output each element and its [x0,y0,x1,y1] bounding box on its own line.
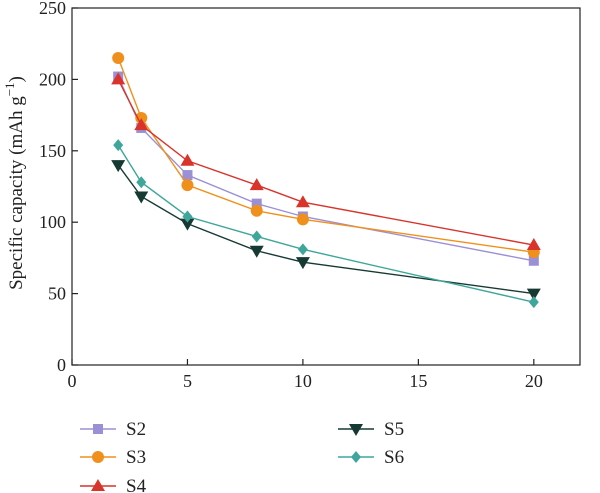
legend-label: S6 [384,447,404,468]
legend-label: S3 [126,447,146,468]
data-point-s4 [111,72,126,85]
series-s4 [111,72,541,251]
legend-marker [92,451,104,463]
y-tick-label: 200 [39,69,66,89]
y-axis-label-superscript: −1 [2,82,17,96]
legend-label: S5 [384,419,404,440]
data-point-s5 [249,245,264,258]
y-tick-label: 0 [57,355,66,375]
data-point-s3 [181,179,194,192]
data-point-s6 [251,230,262,243]
data-point-s6 [297,243,308,256]
data-point-s5 [134,191,149,204]
data-point-s6 [113,139,124,152]
series-layer [111,51,541,309]
y-axis-label: Specific capacity (mAh g−1) [2,76,27,290]
data-point-s4 [526,238,541,251]
x-tick-label: 10 [294,371,312,391]
data-point-s2 [528,255,539,266]
legend-marker [91,479,105,491]
legend: S2 S3 S4 S5 S6 [80,419,404,493]
series-s6 [113,139,539,309]
data-point-s5 [180,218,195,231]
y-axis-label-close: ) [6,76,27,82]
legend-marker [349,424,363,436]
series-line-s6 [117,144,534,303]
data-point-s6 [528,296,539,309]
x-tick-label: 0 [68,371,77,391]
y-tick-label: 50 [48,284,66,304]
x-tick-label: 15 [409,371,427,391]
legend-item-s6: S6 [338,447,404,468]
legend-item-s2: S2 [80,419,146,440]
data-point-s6 [182,210,193,223]
data-point-s3 [135,111,148,124]
data-point-s5 [526,288,541,301]
legend-item-s3: S3 [80,447,146,468]
data-point-s6 [136,176,147,189]
plot-frame [71,7,581,366]
legend-item-s5: S5 [338,419,404,440]
data-point-s4 [249,178,264,191]
series-line-s4 [117,79,534,246]
series-s3 [112,51,540,259]
data-point-s3 [250,204,263,217]
y-tick-label: 100 [39,212,66,232]
series-line-s5 [117,164,534,295]
data-point-s2 [182,170,193,181]
data-point-s5 [111,160,126,173]
data-point-s3 [112,51,125,64]
legend-label: S4 [126,476,147,493]
legend-marker [351,451,361,463]
series-s2 [113,71,539,266]
data-point-s3 [296,213,309,226]
axes [71,7,581,366]
series-line-s3 [117,57,534,253]
data-point-s4 [180,153,195,166]
legend-marker [93,424,103,434]
data-point-s4 [295,195,310,208]
legend-label: S2 [126,419,146,440]
x-tick-label: 5 [183,371,192,391]
data-point-s5 [295,257,310,270]
y-axis-label-main: Specific capacity (mAh g [6,96,27,290]
y-tick-label: 250 [39,0,66,18]
x-tick-label: 20 [525,371,543,391]
data-point-s2 [251,198,262,209]
y-tick-label: 150 [39,141,66,161]
legend-item-s4: S4 [80,476,147,493]
data-point-s4 [134,118,149,131]
series-s5 [111,160,541,301]
